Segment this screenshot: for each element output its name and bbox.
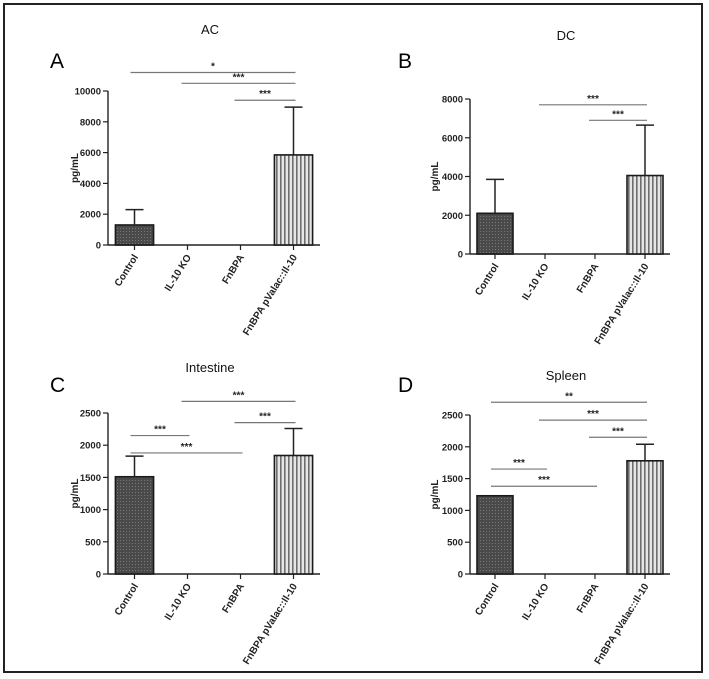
y-tick-label: 2000 (80, 441, 101, 452)
x-category-label: Control (113, 582, 141, 618)
chart-panel-b: DC B 0 2000 4000 6000 8000 pg/mL Control IL-10 KO… (398, 28, 670, 347)
y-tick-label: 2000 (442, 211, 463, 222)
x-category-label: Control (473, 262, 501, 298)
significance-label: *** (587, 94, 599, 105)
bar-fnbpa-pvalac-il10 (273, 454, 314, 575)
y-tick-label: 500 (447, 538, 463, 549)
y-axis-label: pg/mL (70, 153, 81, 183)
bar-control (114, 224, 155, 246)
panel-letter: B (398, 50, 412, 73)
significance-label: *** (612, 109, 624, 120)
y-tick-label: 8000 (442, 95, 463, 106)
figure-frame (3, 3, 703, 673)
bar-control (476, 494, 514, 575)
chart-title: DC (557, 28, 576, 43)
x-category-label: FnBPA pValac::Il-10 (593, 261, 652, 346)
y-tick-label: 8000 (80, 117, 101, 128)
significance-label: *** (154, 425, 166, 436)
significance-label: *** (538, 475, 550, 486)
significance-label: *** (513, 458, 525, 469)
y-tick-label: 1000 (442, 506, 463, 517)
chart-title: AC (201, 22, 219, 37)
x-category-label: FnBPA (575, 582, 602, 615)
chart-panel-c: Intestine C 0 500 1000 1500 2000 2500 pg/mL Contr… (50, 360, 320, 667)
y-tick-label: 0 (458, 570, 463, 581)
significance-label: *** (233, 72, 245, 83)
bar-control (476, 212, 514, 255)
y-axis-label: pg/mL (70, 479, 81, 509)
y-tick-label: 2000 (442, 442, 463, 453)
y-tick-label: 2500 (442, 411, 463, 422)
x-category-label: IL-10 KO (520, 262, 551, 303)
significance-label: *** (612, 426, 624, 437)
significance-label: *** (259, 89, 271, 100)
chart-panel-d: Spleen D 0 500 1000 1500 2000 2500 pg/mL Control I… (398, 368, 670, 667)
y-tick-label: 1500 (442, 474, 463, 485)
y-tick-label: 10000 (75, 87, 101, 98)
y-tick-label: 6000 (442, 133, 463, 144)
significance-label: *** (259, 412, 271, 423)
significance-label: *** (181, 442, 193, 453)
panel-letter: A (50, 50, 64, 73)
x-category-label: IL-10 KO (163, 582, 194, 623)
y-tick-label: 4000 (442, 172, 463, 183)
panel-letter: D (398, 374, 413, 397)
bar-control (114, 475, 155, 575)
y-tick-label: 0 (96, 241, 101, 252)
y-tick-label: 1500 (80, 473, 101, 484)
y-tick-label: 0 (96, 570, 101, 581)
x-category-label: FnBPA pValac::Il-10 (241, 581, 300, 666)
x-category-label: FnBPA (220, 253, 247, 286)
panel-letter: C (50, 374, 65, 397)
x-category-label: FnBPA (220, 582, 247, 615)
y-tick-label: 1000 (80, 505, 101, 516)
x-category-label: Control (113, 253, 141, 289)
bar-fnbpa-pvalac-il10 (273, 154, 314, 246)
significance-label: *** (587, 409, 599, 420)
y-axis-label: pg/mL (430, 162, 441, 192)
chart-panel-a: AC A 0 2000 4000 6000 8000 10000 pg/mL Control IL-… (50, 22, 320, 338)
x-category-label: FnBPA pValac::Il-10 (593, 581, 652, 666)
y-tick-label: 2500 (80, 409, 101, 420)
x-category-label: Control (473, 582, 501, 618)
bar-fnbpa-pvalac-il10 (626, 459, 664, 575)
x-category-label: FnBPA (575, 262, 602, 295)
chart-title: Intestine (185, 360, 234, 375)
y-axis-label: pg/mL (430, 480, 441, 510)
y-tick-label: 2000 (80, 210, 101, 221)
y-tick-label: 4000 (80, 179, 101, 190)
x-category-label: IL-10 KO (520, 582, 551, 623)
bar-fnbpa-pvalac-il10 (626, 174, 664, 255)
x-category-label: FnBPA pValac::Il-10 (241, 252, 300, 337)
y-tick-label: 500 (85, 537, 101, 548)
significance-label: * (211, 62, 215, 73)
x-category-label: IL-10 KO (163, 253, 194, 294)
y-tick-label: 6000 (80, 148, 101, 159)
y-tick-label: 0 (458, 250, 463, 261)
significance-label: *** (233, 390, 245, 401)
significance-label: ** (565, 391, 573, 402)
chart-title: Spleen (546, 368, 586, 383)
